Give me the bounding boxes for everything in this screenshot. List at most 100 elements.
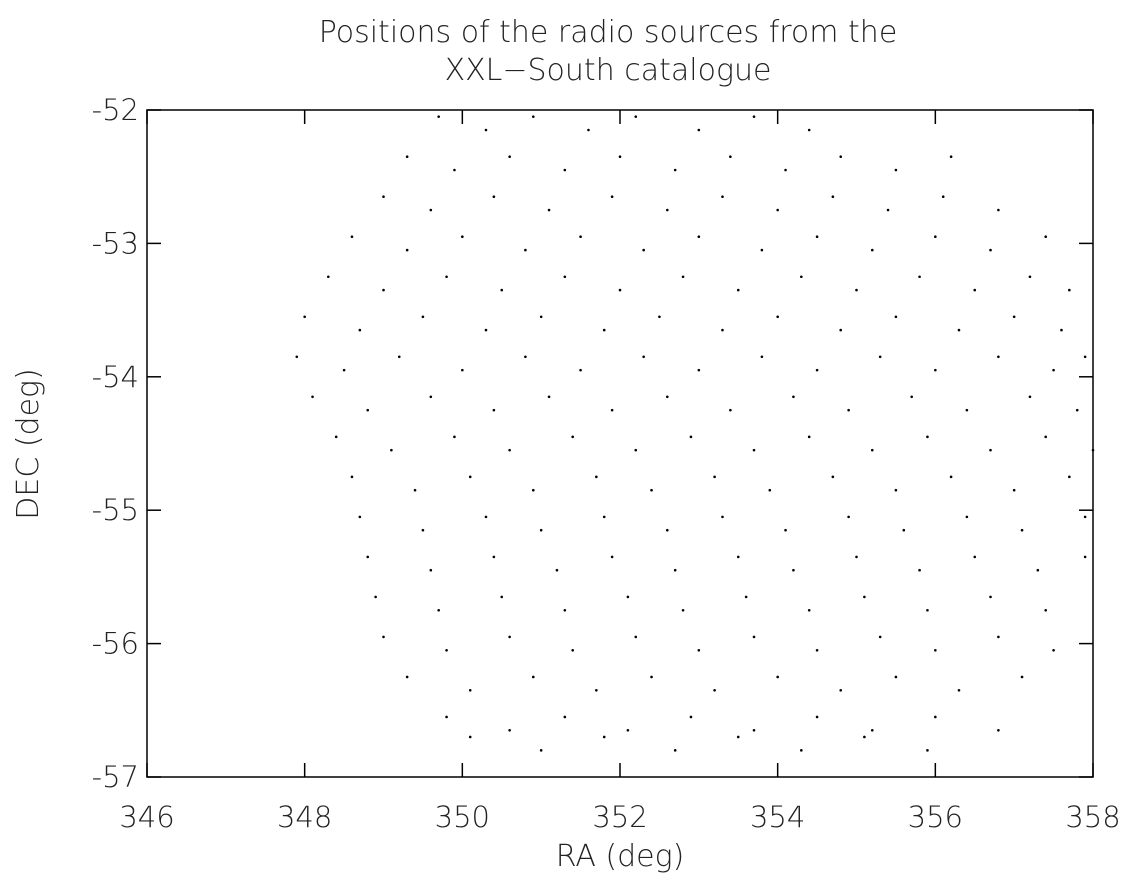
point [736, 288, 740, 292]
point [327, 275, 330, 279]
point [666, 208, 669, 212]
point [1068, 288, 1071, 292]
point [926, 749, 929, 752]
point [784, 168, 787, 172]
point [397, 355, 401, 359]
point [382, 635, 385, 639]
point [910, 395, 913, 399]
point [437, 115, 440, 118]
point [697, 235, 701, 239]
x-tick-label: 346 [119, 800, 174, 834]
x-tick-label: 356 [908, 800, 963, 834]
point [492, 195, 496, 199]
point [468, 688, 472, 692]
point [650, 488, 653, 492]
point [1028, 275, 1032, 279]
point [571, 648, 574, 652]
point [350, 475, 354, 479]
point [484, 328, 488, 332]
point [618, 288, 622, 292]
point [500, 288, 504, 292]
point [445, 275, 448, 279]
y-tick-label: -53 [92, 226, 139, 260]
point [437, 608, 440, 612]
point [689, 715, 693, 719]
point [792, 395, 795, 399]
point [949, 155, 953, 158]
point [666, 395, 669, 399]
point [1091, 448, 1095, 452]
point [563, 715, 567, 719]
point [760, 248, 764, 252]
point [650, 675, 653, 679]
point [342, 368, 346, 372]
point [484, 128, 488, 132]
x-tick-label: 348 [277, 800, 332, 834]
point [736, 555, 740, 559]
point [863, 595, 866, 599]
point [468, 735, 472, 739]
point [602, 735, 606, 739]
point [547, 208, 551, 212]
point [461, 235, 464, 239]
point [839, 155, 843, 158]
point [721, 195, 724, 199]
point [965, 408, 969, 412]
point [642, 355, 645, 359]
point [602, 328, 606, 332]
point [563, 168, 567, 172]
point [358, 515, 362, 519]
point [721, 328, 724, 332]
point [1036, 568, 1040, 572]
point [350, 235, 354, 239]
point [1068, 475, 1071, 479]
point [800, 275, 803, 279]
y-axis-label: DEC (deg) [11, 368, 46, 519]
point [878, 635, 882, 639]
point [997, 729, 1000, 732]
y-tick-label: -56 [92, 627, 139, 661]
point [508, 155, 511, 158]
point [894, 488, 898, 492]
point [1052, 368, 1055, 372]
point [839, 688, 843, 692]
point [595, 688, 598, 692]
point [1083, 555, 1087, 559]
point [358, 328, 362, 332]
point [658, 315, 661, 319]
y-tick-label: -54 [92, 360, 139, 394]
x-tick-label: 352 [592, 800, 647, 834]
point [634, 115, 638, 118]
y-tick-label: -55 [92, 493, 139, 527]
point [1052, 648, 1055, 652]
point [807, 608, 811, 612]
point [405, 675, 409, 679]
point [468, 475, 472, 479]
point [602, 515, 606, 519]
point [1044, 235, 1047, 239]
point [1020, 528, 1024, 532]
point [311, 395, 314, 399]
point [492, 555, 496, 559]
point [973, 288, 977, 292]
point [965, 515, 969, 519]
point [681, 275, 685, 279]
point [934, 648, 937, 652]
point [421, 528, 425, 532]
point [878, 355, 882, 359]
point [610, 195, 614, 199]
point [713, 475, 716, 479]
point [697, 128, 701, 132]
point [689, 435, 693, 439]
point [681, 608, 685, 612]
point [729, 408, 732, 412]
point [595, 475, 598, 479]
point [752, 448, 756, 452]
point [303, 315, 306, 319]
point [776, 315, 779, 319]
point [918, 568, 921, 572]
point [642, 248, 645, 252]
point [508, 729, 511, 732]
point [902, 528, 906, 532]
